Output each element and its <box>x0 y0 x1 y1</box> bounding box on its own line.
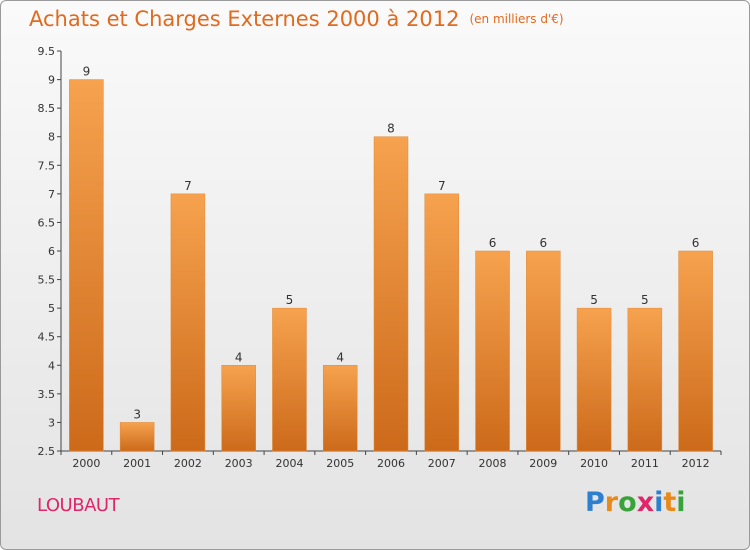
y-tick-label: 9.5 <box>38 45 56 58</box>
x-tick-label: 2007 <box>428 457 456 470</box>
x-tick-label: 2003 <box>225 457 253 470</box>
x-tick-label: 2005 <box>326 457 354 470</box>
y-tick-label: 6.5 <box>38 216 56 229</box>
y-tick-label: 2.5 <box>38 445 56 458</box>
y-tick-label: 3.5 <box>38 388 56 401</box>
y-tick-label: 6 <box>48 245 55 258</box>
proxiti-logo: Proxiti <box>585 487 686 518</box>
y-tick-label: 4 <box>48 359 55 372</box>
data-label: 6 <box>539 236 547 250</box>
x-tick-label: 2000 <box>72 457 100 470</box>
logo-letter: o <box>618 487 637 518</box>
data-label: 5 <box>641 293 649 307</box>
bar <box>475 250 510 452</box>
bar <box>119 422 155 452</box>
bar <box>170 193 206 452</box>
bar <box>627 307 663 452</box>
x-tick-label: 2001 <box>123 457 151 470</box>
data-label: 8 <box>387 122 395 136</box>
y-tick-label: 7.5 <box>38 159 56 172</box>
y-tick-label: 7 <box>48 188 55 201</box>
data-label: 6 <box>692 236 700 250</box>
x-tick-label: 2008 <box>479 457 507 470</box>
bar <box>576 307 612 452</box>
bar <box>424 193 460 452</box>
logo-letter: P <box>585 487 605 518</box>
logo-letter: x <box>636 487 655 518</box>
data-label: 5 <box>286 293 294 307</box>
chart-title: Achats et Charges Externes 2000 à 2012 (e… <box>29 7 564 31</box>
x-tick-label: 2010 <box>580 457 608 470</box>
y-tick-label: 8.5 <box>38 102 56 115</box>
bar <box>272 307 307 452</box>
logo-letter: t <box>663 487 677 518</box>
bar <box>322 365 358 452</box>
data-label: 4 <box>336 350 344 364</box>
x-tick-label: 2002 <box>174 457 202 470</box>
bar <box>373 136 409 452</box>
data-label: 7 <box>184 179 192 193</box>
x-tick-label: 2011 <box>631 457 659 470</box>
x-tick-label: 2006 <box>377 457 405 470</box>
x-tick-label: 2004 <box>275 457 303 470</box>
y-tick-label: 8 <box>48 131 55 144</box>
y-tick-label: 5 <box>48 302 55 315</box>
y-tick-label: 9 <box>48 74 55 87</box>
x-tick-label: 2012 <box>682 457 710 470</box>
data-label: 4 <box>235 350 243 364</box>
data-label: 5 <box>590 293 598 307</box>
x-tick-label: 2009 <box>529 457 557 470</box>
y-tick-label: 4.5 <box>38 331 56 344</box>
data-label: 6 <box>489 236 497 250</box>
bar <box>69 79 104 452</box>
bar <box>221 365 256 452</box>
chart-subtitle: (en milliers d'€) <box>469 12 564 26</box>
data-label: 7 <box>438 179 446 193</box>
chart-title-text: Achats et Charges Externes 2000 à 2012 <box>29 7 460 31</box>
bar <box>526 250 561 452</box>
y-tick-label: 5.5 <box>38 274 56 287</box>
bar <box>678 250 713 452</box>
data-label: 9 <box>83 65 91 79</box>
logo-letter: i <box>654 487 664 518</box>
place-name: LOUBAUT <box>37 495 120 516</box>
data-label: 3 <box>133 407 141 421</box>
logo-letter: i <box>676 487 686 518</box>
logo-letter: r <box>604 487 619 518</box>
y-tick-label: 3 <box>48 416 55 429</box>
